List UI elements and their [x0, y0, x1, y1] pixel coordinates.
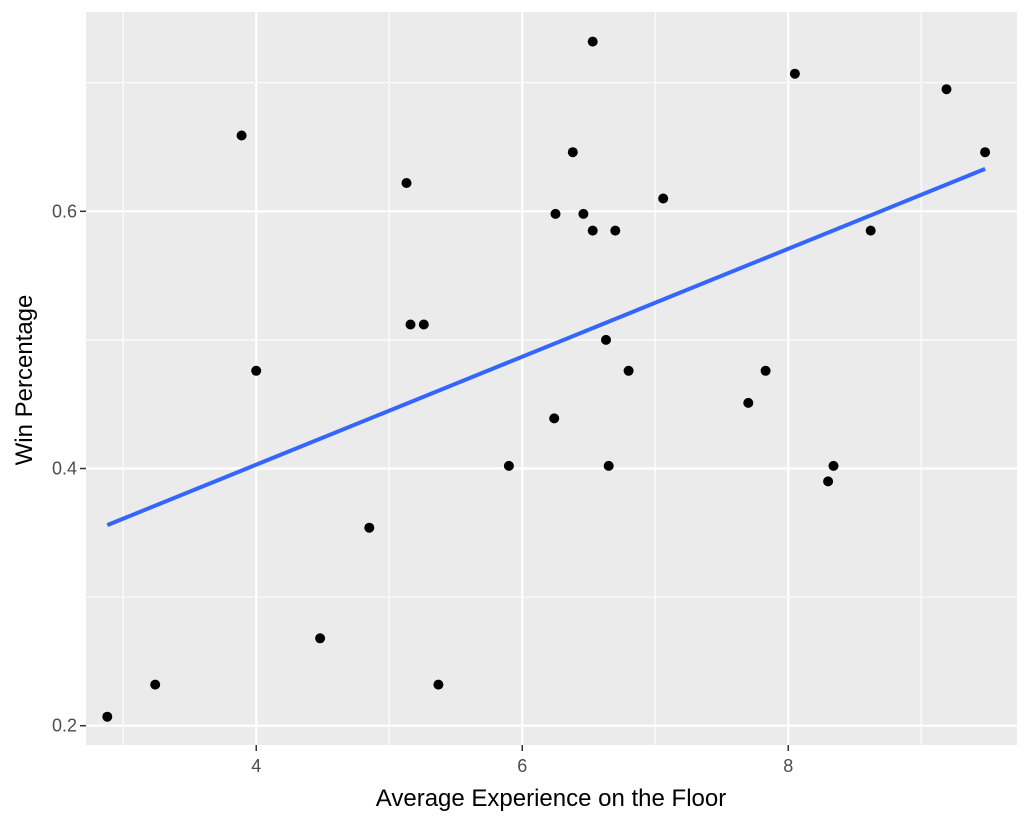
- y-tick-label-1: 0.4: [52, 459, 77, 479]
- data-point-21: [658, 193, 669, 204]
- y-tick-label-2: 0.6: [52, 201, 77, 221]
- data-point-23: [760, 365, 771, 376]
- data-point-2: [236, 130, 247, 141]
- data-point-0: [102, 711, 113, 722]
- data-point-15: [587, 36, 598, 47]
- data-point-28: [941, 84, 952, 95]
- x-tick-label-1: 6: [517, 756, 527, 776]
- data-point-19: [610, 225, 621, 236]
- x-axis-title: Average Experience on the Floor: [376, 785, 726, 812]
- data-point-16: [587, 225, 598, 236]
- minor-gridlines: [86, 12, 1017, 745]
- data-point-14: [578, 208, 589, 219]
- y-tick-label-0: 0.2: [52, 716, 77, 736]
- trend-line: [106, 167, 986, 527]
- data-point-13: [567, 147, 578, 158]
- data-point-27: [865, 225, 876, 236]
- x-tick-label-0: 4: [251, 756, 261, 776]
- data-point-10: [503, 460, 514, 471]
- data-point-25: [823, 476, 834, 487]
- data-point-22: [743, 397, 754, 408]
- plot-panel: [86, 12, 1017, 745]
- data-point-8: [418, 319, 429, 330]
- data-point-11: [549, 413, 560, 424]
- data-point-26: [828, 460, 839, 471]
- data-point-18: [603, 460, 614, 471]
- data-points: [102, 36, 991, 722]
- data-point-3: [251, 365, 262, 376]
- data-point-29: [980, 147, 991, 158]
- y-axis-title: Win Percentage: [11, 295, 38, 466]
- x-tick-label-2: 8: [783, 756, 793, 776]
- data-point-5: [364, 522, 375, 533]
- data-point-17: [601, 334, 611, 345]
- data-point-6: [401, 178, 412, 188]
- data-point-24: [789, 68, 800, 79]
- data-point-1: [150, 679, 161, 690]
- data-point-12: [550, 208, 561, 219]
- data-point-7: [405, 319, 416, 330]
- data-point-4: [315, 633, 326, 644]
- x-axis-ticks: 4 6 8: [251, 745, 793, 776]
- data-point-20: [623, 365, 634, 376]
- y-axis-ticks: 0.2 0.4 0.6: [52, 201, 86, 736]
- data-point-9: [433, 679, 444, 690]
